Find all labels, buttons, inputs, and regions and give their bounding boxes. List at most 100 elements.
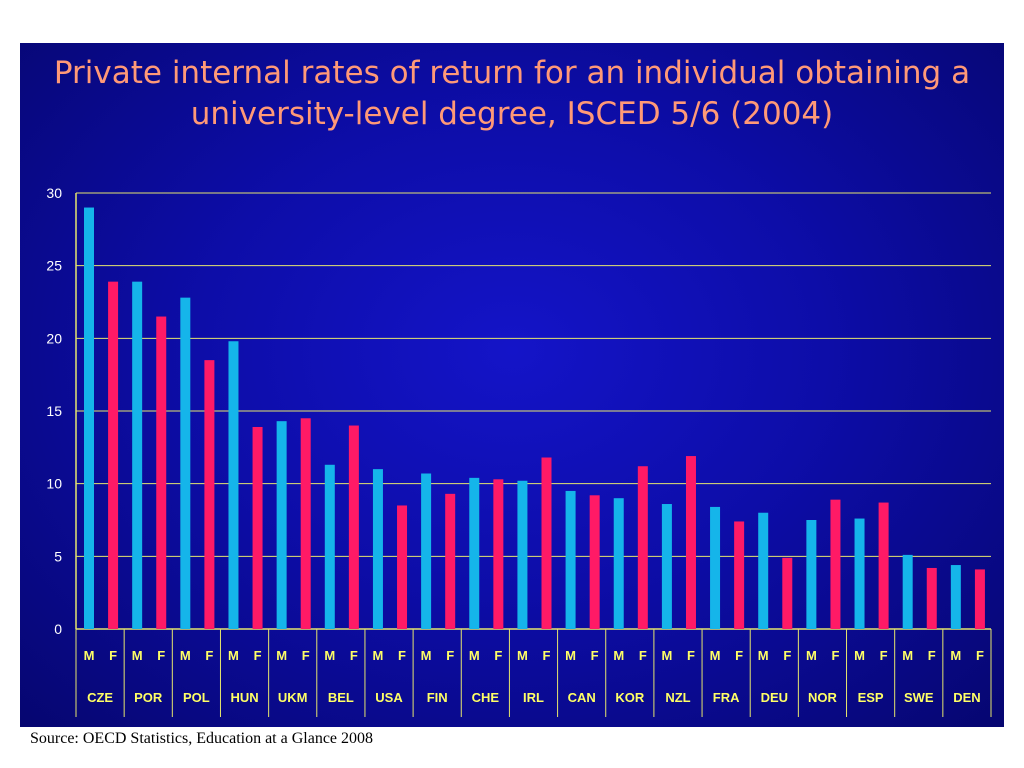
bar-male-irl — [517, 480, 528, 629]
subcategory-label: M — [565, 648, 576, 663]
bar-male-cze — [84, 207, 95, 630]
chart-title: Private internal rates of return for an … — [53, 55, 971, 132]
subcategory-label: F — [928, 648, 936, 663]
bar-female-fra — [734, 521, 745, 629]
category-label-nzl: NZL — [665, 690, 690, 705]
y-tick-label: 0 — [54, 621, 62, 637]
bar-female-usa — [397, 505, 408, 629]
subcategory-label: M — [228, 648, 239, 663]
bar-female-den — [974, 569, 985, 629]
bar-female-bel — [348, 425, 359, 629]
subcategory-label: M — [710, 648, 721, 663]
subcategory-label: M — [613, 648, 624, 663]
category-label-den: DEN — [953, 690, 980, 705]
category-label-fra: FRA — [713, 690, 740, 705]
bar-male-nor — [806, 520, 817, 629]
y-tick-label: 25 — [46, 258, 62, 274]
subcategory-label: F — [735, 648, 743, 663]
subcategory-label: M — [324, 648, 335, 663]
subcategory-label: F — [976, 648, 984, 663]
category-label-ukm: UKM — [278, 690, 308, 705]
subcategory-label: M — [84, 648, 95, 663]
subcategory-label: F — [687, 648, 695, 663]
bar-male-kor — [613, 498, 624, 629]
bar-female-ukm — [300, 418, 311, 629]
bar-female-cze — [108, 281, 119, 629]
subcategory-label: F — [109, 648, 117, 663]
y-tick-label: 20 — [46, 330, 62, 346]
bar-female-irl — [541, 457, 552, 629]
y-tick-label: 30 — [46, 185, 62, 201]
subcategory-label: M — [421, 648, 432, 663]
category-label-kor: KOR — [615, 690, 645, 705]
category-label-fin: FIN — [427, 690, 448, 705]
category-label-deu: DEU — [761, 690, 788, 705]
category-label-usa: USA — [375, 690, 403, 705]
subcategory-label: F — [783, 648, 791, 663]
bar-female-nzl — [685, 456, 696, 629]
subcategory-label: F — [157, 648, 165, 663]
category-label-nor: NOR — [808, 690, 838, 705]
bar-female-esp — [878, 502, 889, 629]
category-label-pol: POL — [183, 690, 210, 705]
subcategory-label: F — [831, 648, 839, 663]
subcategory-label: F — [205, 648, 213, 663]
category-label-can: CAN — [568, 690, 596, 705]
category-label-irl: IRL — [523, 690, 544, 705]
bar-female-nor — [830, 499, 841, 629]
bar-male-fra — [710, 506, 721, 629]
subcategory-label: F — [398, 648, 406, 663]
subcategory-label: M — [180, 648, 191, 663]
subcategory-label: F — [543, 648, 551, 663]
subcategory-label: M — [517, 648, 528, 663]
subcategory-label: M — [758, 648, 769, 663]
bar-female-hun — [252, 426, 263, 629]
bar-female-swe — [926, 567, 937, 629]
bar-female-che — [493, 479, 504, 629]
category-label-swe: SWE — [904, 690, 934, 705]
bar-male-pol — [180, 297, 191, 629]
subcategory-label: F — [302, 648, 310, 663]
subcategory-label: M — [950, 648, 961, 663]
bar-male-hun — [228, 341, 239, 629]
slide-background: Private internal rates of return for an … — [20, 43, 1004, 727]
subcategory-label: F — [591, 648, 599, 663]
subcategory-label: F — [639, 648, 647, 663]
category-label-che: CHE — [472, 690, 500, 705]
bar-male-bel — [324, 464, 335, 629]
bar-female-deu — [782, 557, 793, 629]
bar-female-kor — [637, 466, 648, 629]
subcategory-label: M — [373, 648, 384, 663]
bar-male-ukm — [276, 421, 287, 629]
y-tick-label: 10 — [46, 476, 62, 492]
subcategory-label: M — [806, 648, 817, 663]
bar-male-can — [565, 490, 576, 629]
bar-male-usa — [372, 469, 383, 629]
subcategory-label: M — [854, 648, 865, 663]
subcategory-label: M — [469, 648, 480, 663]
category-label-por: POR — [134, 690, 163, 705]
bar-male-esp — [854, 518, 865, 629]
bar-male-deu — [758, 512, 769, 629]
subcategory-label: M — [276, 648, 287, 663]
bar-male-fin — [421, 473, 432, 629]
y-tick-label: 5 — [54, 548, 62, 564]
category-label-esp: ESP — [858, 690, 884, 705]
bar-female-can — [589, 495, 600, 629]
category-label-hun: HUN — [230, 690, 258, 705]
bar-male-swe — [902, 554, 913, 629]
bar-female-por — [156, 316, 167, 629]
subcategory-label: F — [446, 648, 454, 663]
y-tick-label: 15 — [46, 403, 62, 419]
bar-female-pol — [204, 360, 215, 629]
source-note: Source: OECD Statistics, Education at a … — [30, 730, 374, 747]
bar-male-den — [950, 565, 961, 629]
subcategory-label: M — [661, 648, 672, 663]
subcategory-label: M — [902, 648, 913, 663]
category-label-bel: BEL — [328, 690, 354, 705]
bar-male-nzl — [661, 504, 672, 629]
bar-male-che — [469, 477, 480, 629]
subcategory-label: M — [132, 648, 143, 663]
bar-female-fin — [445, 493, 456, 629]
